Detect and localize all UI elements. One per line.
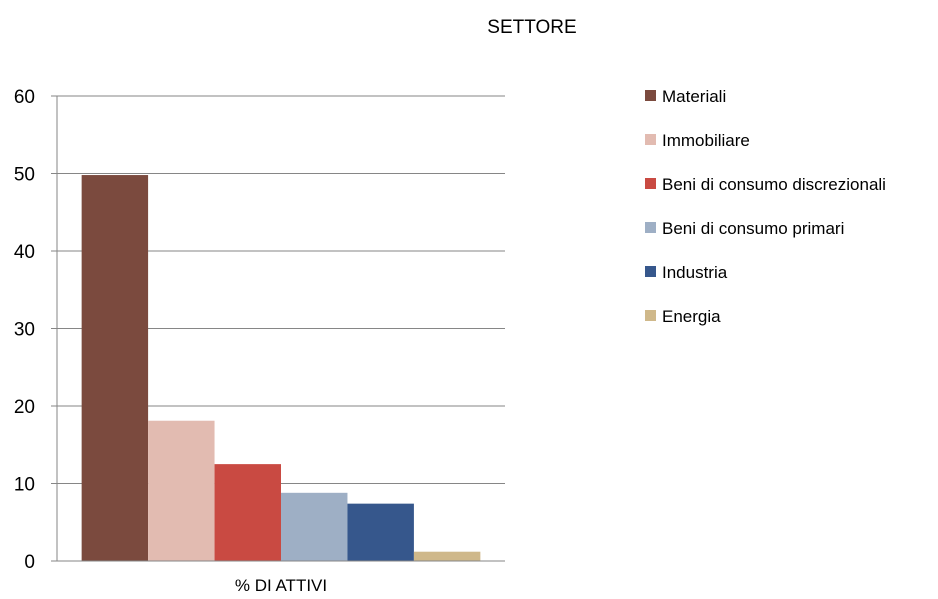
y-tick-label: 60 [14, 87, 35, 108]
legend-label: Beni di consumo discrezionali [662, 175, 886, 194]
bar-beni-di-consumo-discrezionali [214, 464, 281, 561]
bar-industria [347, 503, 414, 561]
chart-title: SETTORE [487, 17, 576, 38]
bar-immobiliare [148, 420, 215, 561]
legend-label: Industria [662, 263, 728, 282]
x-tick-label: % DI ATTIVI [235, 576, 327, 595]
legend: Materiali Immobiliare Beni di consumo disc… [645, 87, 886, 326]
y-tick-label: 0 [24, 552, 35, 573]
bar-beni-di-consumo-primari [281, 492, 348, 561]
bar-materiali [81, 175, 149, 562]
x-axis-tick-labels: % DI ATTIVI [235, 576, 327, 595]
legend-label: Energia [662, 307, 721, 326]
legend-swatch [645, 310, 656, 321]
y-tick-label: 50 [14, 165, 35, 186]
legend-swatch [645, 178, 656, 189]
legend-label: Beni di consumo primari [662, 219, 844, 238]
legend-swatch [645, 90, 656, 101]
legend-swatch [645, 222, 656, 233]
bars [81, 175, 481, 562]
y-tick-label: 10 [14, 475, 35, 496]
y-tick-label: 30 [14, 320, 35, 341]
legend-swatch [645, 266, 656, 277]
y-axis-tick-labels: 0 10 20 30 40 50 60 [14, 87, 35, 573]
legend-label: Immobiliare [662, 131, 750, 150]
y-tick-label: 40 [14, 242, 35, 263]
legend-swatch [645, 134, 656, 145]
bar-energia [413, 551, 481, 561]
y-tick-label: 20 [14, 397, 35, 418]
legend-label: Materiali [662, 87, 726, 106]
